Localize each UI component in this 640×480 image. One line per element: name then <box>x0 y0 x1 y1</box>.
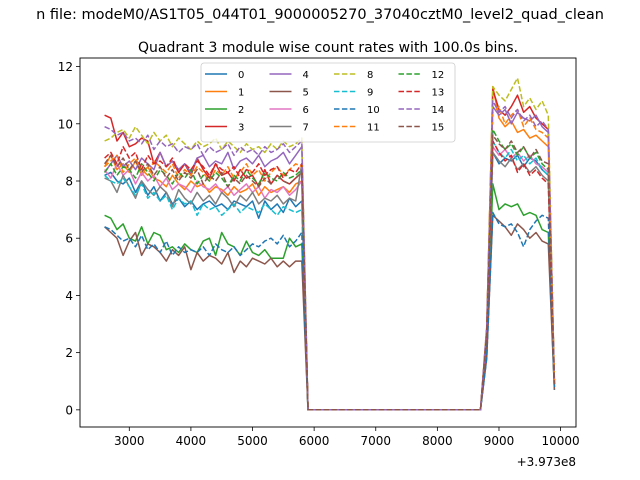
legend-label: 6 <box>303 105 309 116</box>
plot-lines <box>103 77 556 411</box>
x-tick-label: 10000 <box>542 434 580 448</box>
legend-label: 9 <box>367 88 373 99</box>
series-line-14 <box>104 100 556 411</box>
x-tick-label: 3000 <box>114 434 145 448</box>
y-tick-label: 4 <box>65 289 73 303</box>
legend-label: 8 <box>367 70 373 81</box>
x-tick-label: 7000 <box>360 434 391 448</box>
series-line-2 <box>104 183 556 411</box>
series-line-0 <box>104 151 556 411</box>
x-offset-label: +3.973e8 <box>517 455 576 469</box>
legend-label: 12 <box>432 70 445 81</box>
legend-label: 5 <box>303 88 309 99</box>
legend-label: 4 <box>303 70 309 81</box>
x-tick-label: 6000 <box>299 434 330 448</box>
legend-label: 0 <box>238 70 244 81</box>
y-tick-label: 2 <box>65 346 73 360</box>
y-tick-label: 0 <box>65 403 73 417</box>
chart-title: Quadrant 3 module wise count rates with … <box>138 40 518 56</box>
legend-label: 2 <box>238 105 244 116</box>
legend-label: 14 <box>432 105 445 116</box>
series-line-12 <box>103 128 556 411</box>
series-line-9 <box>104 140 556 411</box>
legend-label: 3 <box>238 123 244 134</box>
series-line-4 <box>103 105 556 411</box>
series-line-5 <box>104 214 556 411</box>
y-axis: 0 2 4 6 8 10 12 <box>58 60 80 417</box>
x-tick-label: 4000 <box>176 434 207 448</box>
legend-label: 13 <box>432 88 445 99</box>
x-tick-label: 9000 <box>484 434 515 448</box>
figure-suptitle: n file: modeM0/AS1T05_044T01_9000005270_… <box>36 7 604 23</box>
legend-label: 7 <box>303 123 309 134</box>
series-line-15 <box>103 134 556 411</box>
legend-label: 15 <box>432 123 445 134</box>
legend-label: 11 <box>367 123 380 134</box>
y-tick-label: 8 <box>65 175 73 189</box>
y-tick-label: 10 <box>58 117 73 131</box>
series-line-11 <box>104 105 556 411</box>
y-tick-label: 6 <box>65 232 73 246</box>
y-tick-label: 12 <box>58 60 73 74</box>
legend-label: 10 <box>367 105 380 116</box>
x-tick-label: 5000 <box>237 434 268 448</box>
axes-frame <box>79 57 577 428</box>
x-tick-label: 8000 <box>422 434 453 448</box>
series-line-6 <box>103 145 556 411</box>
legend-box <box>200 62 456 143</box>
series-line-13 <box>104 140 556 411</box>
legend-label: 1 <box>238 88 244 99</box>
series-line-7 <box>104 151 556 411</box>
x-axis: 3000 4000 5000 6000 7000 8000 9000 10000 <box>114 427 580 448</box>
